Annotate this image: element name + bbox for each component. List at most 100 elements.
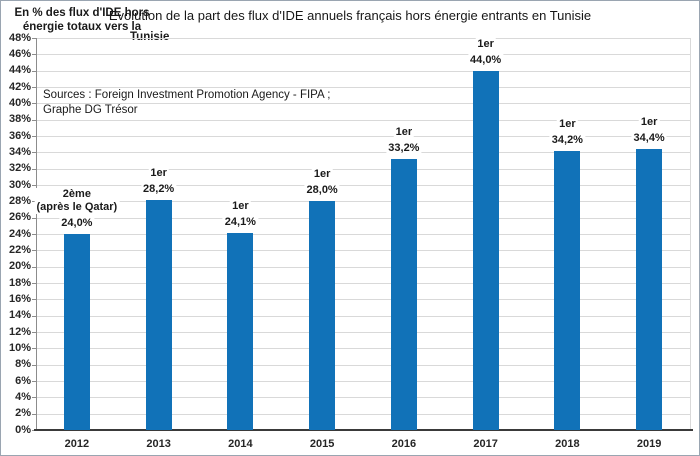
y-gridline	[36, 119, 690, 121]
y-axis-label-line-1: En % des flux d'IDE hors	[14, 7, 150, 19]
y-gridline	[36, 168, 690, 170]
y-tick-mark	[32, 103, 36, 105]
bar-rank-label-line: 1er	[477, 37, 494, 50]
bar-rank-label-line: (après le Qatar)	[36, 201, 118, 213]
x-axis-label: 2012	[64, 438, 90, 450]
y-tick-mark	[32, 250, 36, 252]
y-gridline	[36, 266, 690, 268]
y-axis-line	[36, 38, 37, 430]
y-tick-label: 18%	[8, 276, 31, 289]
y-axis-label: En % des flux d'IDE hors énergie totaux …	[7, 7, 157, 34]
bar-value-label: 34,4%	[631, 132, 667, 146]
bar-rank-label-line: 1er	[395, 125, 413, 138]
y-tick-label: 14%	[8, 309, 31, 322]
y-tick-label: 38%	[8, 113, 31, 126]
y-axis-label-line-3: Tunisie	[127, 31, 173, 43]
bar-rank-label: 1er	[638, 116, 660, 130]
y-gridline	[36, 136, 690, 137]
bar	[554, 150, 581, 430]
y-tick-mark	[32, 266, 36, 268]
chart-title: Evolution de la part des flux d'IDE annu…	[108, 8, 592, 23]
y-tick-label: 22%	[8, 243, 31, 256]
bar-value-label: 28,0%	[304, 184, 340, 198]
y-tick-mark	[32, 299, 36, 301]
bar-rank-label-line: 1er	[559, 117, 576, 130]
y-tick-label: 10%	[8, 341, 31, 354]
y-tick-label: 6%	[15, 374, 31, 387]
y-tick-mark	[32, 381, 36, 382]
y-tick-label: 36%	[8, 129, 31, 142]
y-tick-mark	[32, 152, 36, 154]
y-tick-mark	[32, 185, 36, 186]
y-tick-label: 12%	[8, 325, 31, 338]
bar-rank-label: 2ème (après le Qatar)	[34, 188, 120, 214]
bar	[636, 149, 663, 430]
sources-line-1: Sources : Foreign Investment Promotion A…	[43, 89, 331, 101]
y-gridline	[36, 201, 690, 203]
y-gridline	[36, 185, 690, 186]
x-axis-label: 2015	[309, 438, 335, 450]
x-axis-line	[34, 429, 693, 431]
y-tick-label: 0%	[15, 423, 31, 436]
y-tick-label: 44%	[8, 64, 31, 77]
sources-line-2: Graphe DG Trésor	[43, 103, 138, 116]
y-gridline	[36, 413, 690, 415]
bar	[227, 233, 254, 430]
y-tick-label: 24%	[8, 227, 31, 240]
bar-rank-label: 1er	[475, 37, 496, 51]
bar-value-label: 24,1%	[222, 216, 258, 230]
y-tick-mark	[32, 217, 36, 219]
bar-value-label: 33,2%	[386, 141, 422, 155]
bar-value-label: 34,2%	[549, 133, 585, 147]
x-axis-label: 2013	[146, 438, 171, 450]
y-gridline	[36, 364, 690, 366]
y-tick-label: 46%	[8, 47, 31, 60]
y-tick-label: 4%	[15, 390, 31, 403]
y-gridline	[36, 217, 690, 219]
bar-rank-label-line: 1er	[150, 166, 167, 179]
bar-value-label: 28,2%	[141, 182, 177, 196]
bar-rank-label: 1er	[148, 166, 169, 180]
y-tick-mark	[32, 38, 36, 39]
bar	[145, 199, 172, 430]
y-tick-mark	[32, 70, 36, 72]
x-axis-label: 2019	[636, 438, 662, 450]
y-tick-mark	[32, 201, 36, 203]
y-gridline	[36, 38, 690, 39]
y-tick-mark	[32, 87, 36, 88]
bar-rank-label-line: 1er	[313, 168, 331, 181]
y-gridline	[36, 299, 690, 301]
y-tick-label: 30%	[8, 178, 31, 191]
x-axis-label: 2014	[228, 438, 253, 450]
y-tick-mark	[32, 397, 36, 399]
x-axis-label: 2018	[555, 438, 580, 450]
bar-rank-label: 1er	[311, 168, 333, 182]
bar-value-label: 24,0%	[59, 217, 95, 230]
y-gridline	[36, 348, 690, 350]
y-tick-label: 20%	[8, 260, 31, 273]
y-tick-mark	[32, 332, 36, 333]
sources-note: Sources : Foreign Investment Promotion A…	[38, 87, 336, 118]
bar-value-label: 44,0%	[468, 53, 504, 67]
y-gridline	[36, 283, 690, 284]
y-tick-mark	[32, 413, 36, 415]
bar-rank-label: 1er	[230, 200, 251, 214]
y-gridline	[36, 381, 690, 382]
y-tick-label: 28%	[8, 194, 31, 207]
y-gridline	[36, 54, 690, 56]
y-tick-label: 26%	[8, 211, 31, 224]
y-tick-mark	[32, 283, 36, 284]
y-tick-mark	[32, 234, 36, 235]
bar	[63, 234, 90, 430]
bar-rank-label-line: 1er	[640, 116, 658, 129]
y-tick-label: 8%	[15, 358, 31, 371]
y-tick-mark	[32, 168, 36, 170]
y-gridline	[36, 250, 690, 252]
y-gridline	[36, 87, 690, 88]
y-gridline	[36, 152, 690, 154]
y-tick-mark	[32, 119, 36, 121]
y-tick-mark	[32, 348, 36, 350]
y-gridline	[36, 332, 690, 333]
bar-rank-label-line: 1er	[232, 200, 249, 213]
